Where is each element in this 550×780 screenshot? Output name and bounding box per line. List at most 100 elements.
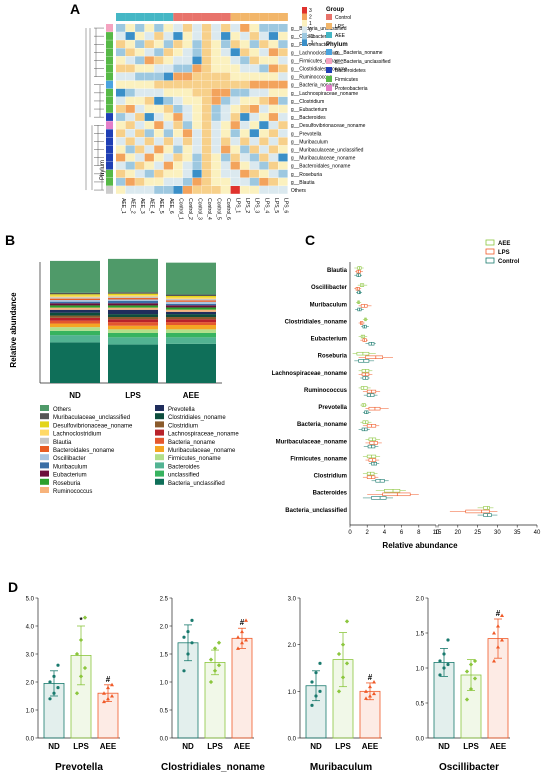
heatmap-cell xyxy=(135,80,145,89)
heatmap-cell xyxy=(192,32,202,40)
row-dendrogram xyxy=(85,27,104,191)
heatmap-cell xyxy=(135,105,145,113)
heatmap-cell xyxy=(125,113,135,121)
phylum-color-bar xyxy=(106,24,113,194)
stacked-bar-segment xyxy=(166,307,216,310)
heatmap-cell xyxy=(249,105,259,113)
subplot-point xyxy=(468,686,474,692)
heatmap-cell xyxy=(211,80,221,89)
heatmap-cell xyxy=(163,153,173,162)
subplot-tick-label: 2.0 xyxy=(26,681,35,687)
heatmap-row-label: g__Prevotella xyxy=(291,131,322,137)
heatmap-cell xyxy=(144,105,154,113)
significance-mark: # xyxy=(368,673,373,682)
subplot-title: Clostridiales_noname xyxy=(161,762,265,773)
heatmap-cell xyxy=(221,121,231,129)
stacked-bar-segment xyxy=(108,258,158,293)
heatmap-cell xyxy=(249,161,259,170)
heatmap-cell xyxy=(230,56,240,65)
boxplot-taxon-label: Roseburia xyxy=(318,354,348,360)
heatmap-cell xyxy=(154,40,164,48)
heatmap-cell xyxy=(201,177,212,186)
heatmap-cell xyxy=(278,72,288,81)
heatmap-cell xyxy=(192,24,202,32)
heatmap-cell xyxy=(211,105,221,113)
heatmap-cell xyxy=(240,24,250,32)
stacked-legend-label: Ruminococcus xyxy=(53,489,92,495)
heatmap-row-label: g__Bacteria_noname xyxy=(291,83,339,89)
subplot-tick-label: 0.5 xyxy=(416,702,425,708)
subplot-point xyxy=(186,652,190,656)
subplot-4: 0.0 0.5 1.0 1.5 2.0 ND LPS # AEE Oscillibacter xyxy=(416,597,510,773)
heatmap-cell xyxy=(230,32,240,40)
heatmap-cell xyxy=(201,129,212,138)
heatmap-cell xyxy=(230,80,240,89)
color-scale-tick: -2 xyxy=(309,41,314,47)
heatmap-cell xyxy=(259,161,269,170)
stacked-bar-segment xyxy=(166,297,216,299)
subplot-tick-label: 1.0 xyxy=(288,690,297,696)
stacked-bar-segment xyxy=(50,335,100,343)
heatmap-cell xyxy=(259,88,269,97)
subplot-point xyxy=(106,685,110,690)
stacked-legend-swatch xyxy=(155,462,164,469)
subplot-tick-label: 0.0 xyxy=(26,737,35,743)
heatmap-cell xyxy=(278,56,288,65)
heatmap-cell xyxy=(278,40,288,48)
heatmap-cell xyxy=(144,169,154,178)
significance-mark: # xyxy=(496,609,501,618)
boxplot-tick-label: 0 xyxy=(348,530,352,536)
heatmap-cell xyxy=(249,177,259,186)
heatmap-column-label: Control_5 xyxy=(216,198,222,220)
heatmap-cell xyxy=(230,129,240,138)
heatmap-cell xyxy=(249,121,259,129)
boxplot-taxon-label: Muribaculum xyxy=(310,302,347,308)
boxplot-legend-label: AEE xyxy=(498,241,510,247)
heatmap-cell xyxy=(116,153,126,162)
heatmap-cell xyxy=(201,96,212,105)
heatmap-cell xyxy=(135,113,145,121)
heatmap-column-label: LPS_2 xyxy=(244,198,250,213)
boxplot-taxon-label: Firmicutes_noname xyxy=(290,456,347,462)
heatmap-row-label: g__Roseburia xyxy=(291,172,322,178)
heatmap-cell xyxy=(144,186,154,194)
heatmap-cell xyxy=(144,137,154,146)
heatmap-column-label: Control_1 xyxy=(177,198,183,220)
subplot-point xyxy=(472,676,478,681)
stacked-legend-swatch xyxy=(155,470,164,477)
group-bar-cell xyxy=(211,13,222,21)
heatmap-cell xyxy=(173,64,183,73)
subplot-point xyxy=(318,661,322,665)
heatmap-cell xyxy=(230,121,240,129)
heatmap-cell xyxy=(116,177,126,186)
heatmap-cell xyxy=(221,129,231,138)
heatmap-cell xyxy=(268,113,279,121)
color-scale-segment xyxy=(302,33,307,40)
heatmap-cell xyxy=(259,105,269,113)
subplot-tick-label: 0.0 xyxy=(160,737,169,743)
heatmap-column-label: LPS_1 xyxy=(235,198,241,213)
heatmap-cell xyxy=(154,113,164,121)
subplot-point xyxy=(102,699,106,704)
stacked-bar-segment xyxy=(108,295,158,297)
heatmap-cell xyxy=(173,24,183,32)
boxplot-legend: AEE LPS Control xyxy=(485,239,520,265)
subplot-point xyxy=(244,638,248,642)
subplot-point xyxy=(340,642,346,647)
group-bar-cell xyxy=(278,13,288,21)
heatmap-cell xyxy=(221,32,231,40)
heatmap-cell xyxy=(249,88,259,97)
heatmap-row-label: g__Desulfovibrionaceae_noname xyxy=(291,123,366,129)
stacked-legend-label: Eubacterium xyxy=(53,473,87,479)
heatmap-cell xyxy=(163,48,173,57)
heatmap-cell xyxy=(278,32,288,40)
heatmap-cell xyxy=(249,129,259,138)
heatmap-row-label: g__Muribaculaceae_unclassified xyxy=(291,148,364,154)
heatmap-cell xyxy=(135,32,145,40)
legend-phylum-label: g__Bacteria_unclassified xyxy=(335,59,391,65)
heatmap-cell xyxy=(192,169,202,178)
box-body xyxy=(360,304,368,308)
legend-group-title: Group xyxy=(326,7,344,13)
boxplot-tick-label: 4 xyxy=(383,530,387,536)
subplot-point xyxy=(190,641,194,645)
